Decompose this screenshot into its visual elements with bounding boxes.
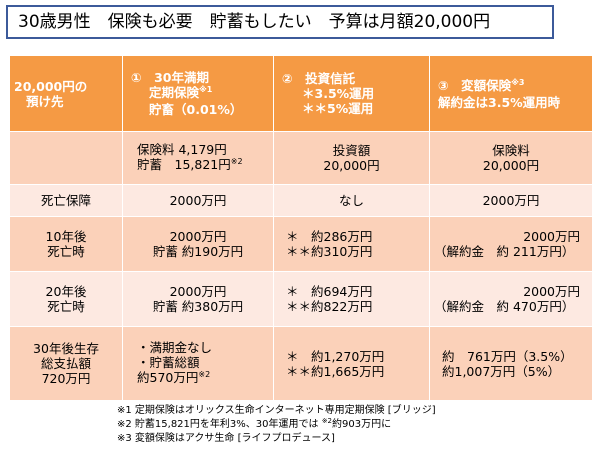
thirty-years-variable-line1: 約 761万円（3.5%） — [442, 348, 573, 364]
header-destination-line1: 20,000円の — [14, 78, 88, 94]
thirty-years-trust-line1: ＊ 約1,270万円 — [286, 348, 385, 364]
thirty-years-term-line2: ・貯蓄総額 — [137, 355, 200, 370]
ten-years-label-line1: 10年後 — [45, 229, 87, 244]
header-variable-line1-text: ③ 変額保険 — [438, 77, 512, 93]
footnote-2-sup: ※2 — [321, 417, 333, 425]
twenty-years-variable: 2000万円 （解約金 約 470万円） — [429, 271, 593, 327]
twenty-years-term-line2: 貯蓄 約380万円 — [152, 299, 244, 314]
ten-years-trust-line1: ＊ 約286万円 — [286, 229, 373, 244]
twenty-years-term-line1: 2000万円 — [169, 284, 227, 299]
header-term-insurance: ① 30年満期 定期保険※1 貯畜（0.01%） — [122, 55, 274, 132]
ten-years-term-line2: 貯蓄 約190万円 — [152, 244, 244, 259]
twenty-years-trust: ＊ 約694万円 ＊＊約822万円 — [273, 271, 430, 327]
twenty-years-trust-line2: ＊＊約822万円 — [286, 299, 373, 314]
allocation-trust: 投資額 20,000円 — [273, 131, 430, 185]
twenty-years-term: 2000万円 貯蓄 約380万円 — [122, 271, 274, 327]
ten-years-trust: ＊ 約286万円 ＊＊約310万円 — [273, 216, 430, 272]
allocation-label — [9, 131, 123, 185]
ten-years-term-line1: 2000万円 — [169, 229, 227, 244]
header-destination-line2: 預け先 — [26, 93, 64, 109]
twenty-years-label-line1: 20年後 — [45, 284, 87, 299]
footnotes: ※1 定期保険はオリックス生命インターネット専用定期保険 [ブリッジ] ※2 貯… — [117, 404, 587, 446]
allocation-term-line2-sup: ※2 — [230, 157, 243, 166]
thirty-years-label: 30年後生存 総支払額 720万円 — [9, 326, 123, 401]
thirty-years-variable-line2: 約1,007万円（5%） — [442, 363, 561, 379]
death-trust: なし — [273, 184, 430, 217]
header-term-line3: 貯畜（0.01%） — [149, 102, 243, 117]
death-term: 2000万円 — [122, 184, 274, 217]
footnote-2-tail: 約903万円に — [332, 419, 392, 430]
footnote-2: ※2 貯蓄15,821円を年利3%、30年運用では ※2約903万円に — [117, 417, 587, 432]
death-variable: 2000万円 — [429, 184, 593, 217]
allocation-term-line2-text: 貯蓄 15,821円 — [137, 157, 231, 172]
ten-years-variable-line2: （解約金 約 211万円） — [434, 244, 575, 259]
thirty-years-term-line1: ・満期金なし — [137, 340, 213, 355]
thirty-years-label-line1: 30年後生存 — [33, 341, 99, 356]
header-trust-line1: ② 投資信託 — [282, 71, 356, 86]
ten-years-term: 2000万円 貯蓄 約190万円 — [122, 216, 274, 272]
table-row-20-years: 20年後 死亡時 2000万円 貯蓄 約380万円 ＊ 約694万円 ＊＊約82… — [9, 271, 593, 327]
thirty-years-term-line3-sup: ※2 — [198, 370, 211, 379]
thirty-years-term: ・満期金なし ・貯蓄総額 約570万円※2 — [122, 326, 274, 401]
footnote-3: ※3 変額保険はアクサ生命 [ライフプロデュース] — [117, 433, 335, 444]
allocation-term-line1: 保険料 4,179円 — [137, 142, 227, 157]
allocation-term-line2: 貯蓄 15,821円※2 — [127, 157, 269, 174]
header-destination: 20,000円の 預け先 — [9, 55, 123, 132]
header-trust-line3: ＊＊5%運用 — [302, 101, 374, 116]
thirty-years-variable: 約 761万円（3.5%） 約1,007万円（5%） — [429, 326, 593, 401]
thirty-years-label-line2: 総支払額 — [40, 356, 91, 371]
allocation-trust-line2: 20,000円 — [323, 158, 380, 173]
allocation-term: 保険料 4,179円 貯蓄 15,821円※2 — [122, 131, 274, 185]
death-label: 死亡保障 — [9, 184, 123, 217]
table-row-death-benefit: 死亡保障 2000万円 なし 2000万円 — [9, 184, 593, 217]
header-term-line1: ① 30年満期 — [131, 70, 209, 85]
page-title: 30歳男性 保険も必要 貯蓄もしたい 予算は月額20,000円 — [6, 5, 554, 39]
header-variable-line1: ③ 変額保険※3 — [434, 78, 588, 95]
header-term-line2-text: 定期保険 — [149, 85, 200, 100]
ten-years-variable: 2000万円 （解約金 約 211万円） — [429, 216, 593, 272]
thirty-years-term-line3: 約570万円※2 — [127, 370, 269, 387]
table-row-30-years: 30年後生存 総支払額 720万円 ・満期金なし ・貯蓄総額 約570万円※2 … — [9, 326, 593, 401]
twenty-years-variable-line2: （解約金 約 470万円） — [434, 299, 575, 314]
twenty-years-variable-line1: 2000万円 — [523, 284, 580, 299]
table-row-10-years: 10年後 死亡時 2000万円 貯蓄 約190万円 ＊ 約286万円 ＊＊約31… — [9, 216, 593, 272]
header-variable-insurance: ③ 変額保険※3 解約金は3.5%運用時 — [429, 55, 593, 132]
ten-years-variable-line1: 2000万円 — [523, 229, 580, 244]
thirty-years-term-line3-text: 約570万円 — [137, 370, 199, 385]
twenty-years-label-line2: 死亡時 — [47, 299, 85, 314]
ten-years-trust-line2: ＊＊約310万円 — [286, 244, 373, 259]
comparison-table: 20,000円の 預け先 ① 30年満期 定期保険※1 貯畜（0.01%） ② … — [9, 55, 593, 401]
header-trust-line2: ＊3.5%運用 — [302, 86, 375, 101]
table-header-row: 20,000円の 預け先 ① 30年満期 定期保険※1 貯畜（0.01%） ② … — [9, 55, 593, 132]
header-investment-trust: ② 投資信託 ＊3.5%運用 ＊＊5%運用 — [273, 55, 430, 132]
footnote-2-text: ※2 貯蓄15,821円を年利3%、30年運用では — [117, 419, 322, 430]
header-term-line2: 定期保険※1 — [127, 85, 269, 102]
header-variable-line1-sup: ※3 — [511, 77, 525, 87]
header-variable-line2: 解約金は3.5%運用時 — [438, 94, 561, 110]
twenty-years-label: 20年後 死亡時 — [9, 271, 123, 327]
thirty-years-trust-line2: ＊＊約1,665万円 — [286, 363, 385, 379]
header-term-line2-sup: ※1 — [199, 85, 213, 94]
thirty-years-label-line3: 720万円 — [41, 371, 91, 386]
table-row-allocation: 保険料 4,179円 貯蓄 15,821円※2 投資額 20,000円 保険料 … — [9, 131, 593, 185]
allocation-trust-line1: 投資額 — [332, 143, 371, 158]
allocation-variable: 保険料 20,000円 — [429, 131, 593, 185]
twenty-years-trust-line1: ＊ 約694万円 — [286, 284, 373, 299]
footnote-1: ※1 定期保険はオリックス生命インターネット専用定期保険 [ブリッジ] — [117, 405, 436, 416]
thirty-years-trust: ＊ 約1,270万円 ＊＊約1,665万円 — [273, 326, 430, 401]
allocation-variable-line1: 保険料 — [492, 143, 530, 158]
ten-years-label-line2: 死亡時 — [47, 244, 85, 259]
ten-years-label: 10年後 死亡時 — [9, 216, 123, 272]
allocation-variable-line2: 20,000円 — [482, 158, 540, 173]
